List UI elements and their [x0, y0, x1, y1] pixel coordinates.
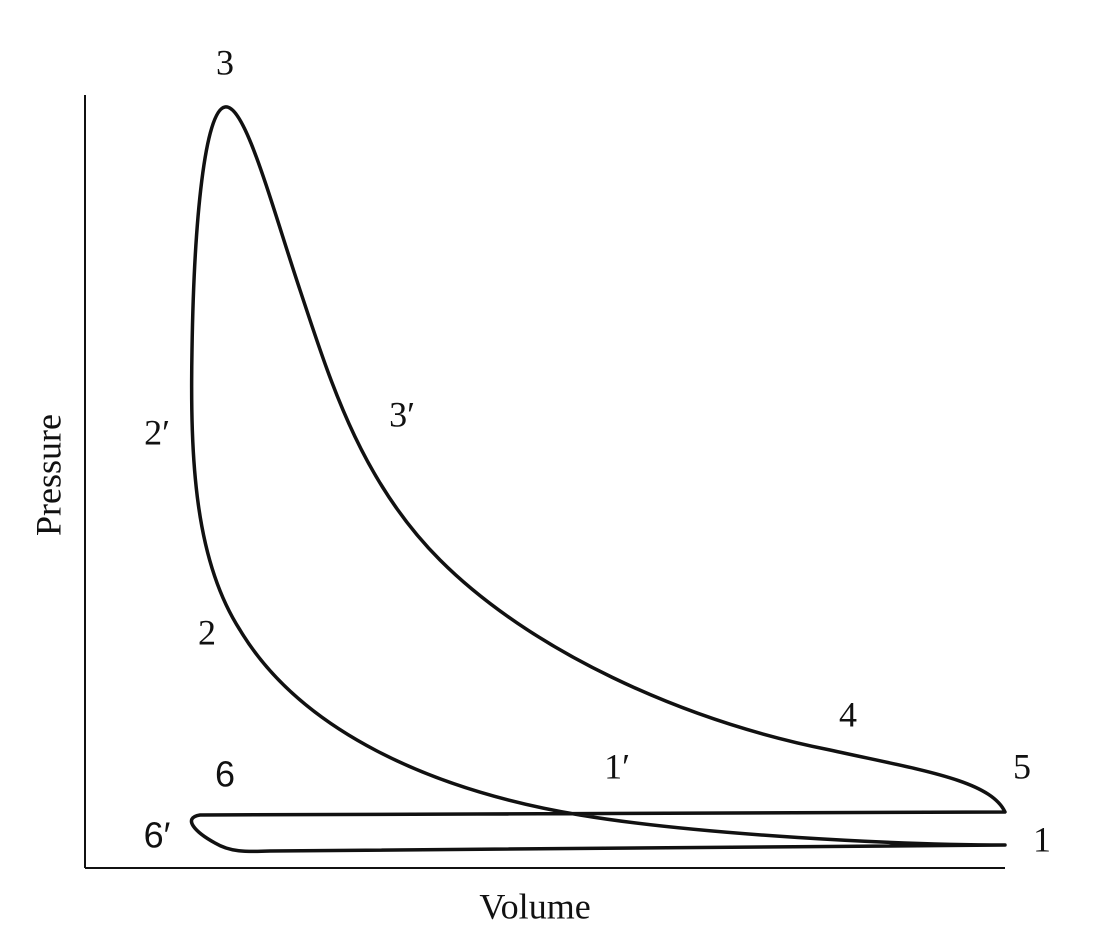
point-label: 3 — [216, 42, 234, 82]
point-label: 2 — [198, 612, 216, 652]
point-label: 3′ — [389, 394, 415, 434]
y-axis-label: Pressure — [28, 414, 68, 536]
point-label: 1′ — [604, 746, 630, 786]
x-axis-label: Volume — [479, 886, 590, 926]
point-label: 4 — [839, 694, 857, 734]
point-label: 1 — [1033, 819, 1051, 859]
point-label: 6 — [215, 754, 235, 795]
point-label: 5 — [1013, 746, 1031, 786]
point-label: 2′ — [144, 412, 170, 452]
cycle-curve — [189, 105, 1007, 854]
point-label: 6′ — [144, 815, 171, 856]
